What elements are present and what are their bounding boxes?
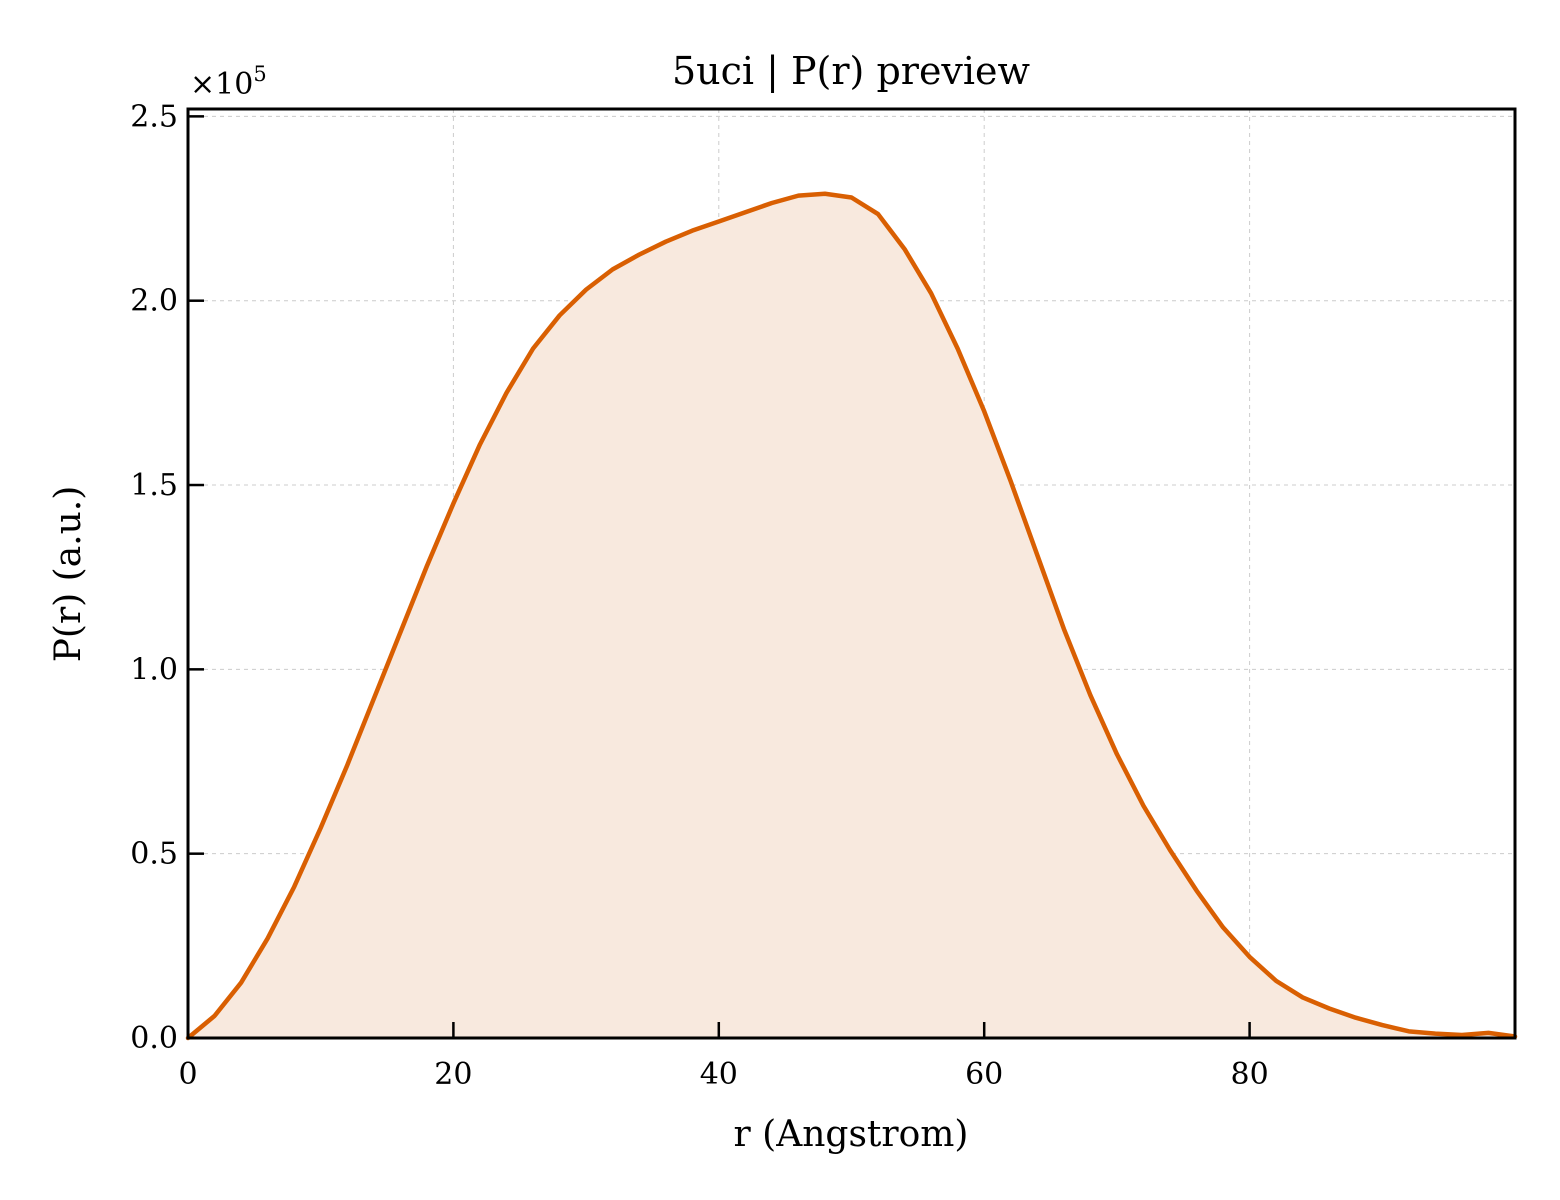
x-tick-label: 40: [700, 1057, 738, 1092]
y-tick-label: 2.0: [130, 284, 178, 319]
x-tick-label: 80: [1231, 1057, 1269, 1092]
chart-title: 5uci | P(r) preview: [672, 49, 1031, 93]
x-axis-title: r (Angstrom): [734, 1114, 969, 1155]
y-tick-label: 1.5: [130, 468, 178, 503]
y-tick-label: 1.0: [130, 652, 178, 687]
plot-frame: [186, 107, 1517, 1040]
y-tick-label: 0.0: [130, 1021, 178, 1056]
y-axis-title: P(r) (a.u.): [48, 486, 89, 663]
y-tick-label: 2.5: [130, 99, 178, 134]
x-tick-label: 60: [965, 1057, 1003, 1092]
series-area-fill: [188, 193, 1515, 1039]
x-tick-label: 20: [434, 1057, 472, 1092]
y-scale-exponent: 5: [253, 62, 266, 86]
y-scale-base: ×10: [190, 67, 253, 102]
series-line: [185, 191, 1518, 1041]
x-tick-label: 0: [178, 1057, 197, 1092]
y-scale-multiplier: ×105: [190, 62, 267, 102]
plot-area: 0 20 40 60 80 0.0 0.5 1.0 1.5 2.0 2.5: [130, 99, 1518, 1092]
y-tick-label: 0.5: [130, 837, 178, 872]
